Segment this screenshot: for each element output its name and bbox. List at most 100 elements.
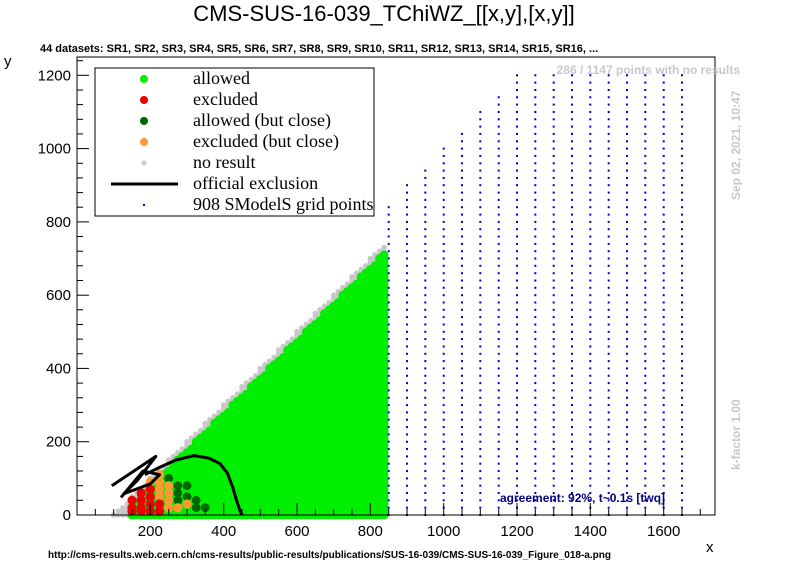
grid-point [406,470,408,472]
grid-point [387,389,390,392]
grid-point [479,323,482,326]
grid-point [534,396,537,399]
grid-point [534,118,537,121]
grid-point [461,448,463,450]
grid-point [497,462,500,465]
grid-point [571,154,573,157]
grid-point [442,382,445,385]
excluded-close-point [154,477,165,487]
grid-point [534,228,537,231]
grid-point [516,316,518,319]
grid-point [461,213,463,216]
grid-point [442,345,445,348]
grid-point [479,448,482,450]
grid-point [479,272,482,275]
grid-point [387,220,390,223]
grid-point [406,286,408,289]
grid-point [571,250,573,253]
grid-point [571,448,573,450]
no-result-point [120,504,126,511]
grid-point [534,176,537,179]
allowed-close-point [173,481,183,491]
grid-point [589,470,592,472]
grid-point [406,374,408,377]
grid-point [516,169,518,172]
grid-point [497,448,500,450]
grid-point [406,235,408,238]
grid-point [534,345,537,348]
grid-point [516,184,518,187]
grid-point [552,242,555,245]
grid-point [442,448,445,450]
grid-point [571,198,573,201]
grid-point [571,111,573,113]
no-result-point [349,274,355,280]
grid-point [552,125,555,128]
grid-point [461,382,463,385]
grid-point [552,147,555,150]
grid-point [387,352,390,355]
excluded-close-point [164,488,174,498]
grid-point [497,272,500,275]
grid-point [461,191,463,194]
grid-point [534,235,537,238]
grid-point [387,264,390,267]
grid-point [479,235,482,238]
grid-point [552,220,555,223]
grid-point [442,308,445,311]
excluded-point [136,488,146,498]
grid-point [552,132,555,135]
grid-point [534,352,537,355]
grid-point [552,338,555,341]
grid-point [479,242,482,245]
grid-point [571,418,573,421]
grid-point [461,228,463,231]
grid-point [497,198,500,201]
grid-point [424,433,427,436]
grid-point [461,440,463,443]
grid-point [497,455,500,458]
grid-point [387,323,390,326]
grid-point [424,396,427,399]
grid-point [534,103,537,106]
grid-point [571,301,573,304]
grid-point [552,484,555,487]
grid-point [479,404,482,407]
excluded-close-point [173,503,183,513]
grid-point [571,345,573,348]
grid-point [442,250,445,253]
grid-point [516,396,518,399]
grid-point [534,206,537,209]
grid-point [552,462,555,465]
grid-point [497,506,500,509]
grid-point [516,367,518,370]
grid-point [442,374,445,377]
grid-point [387,316,390,319]
grid-point [552,140,555,143]
grid-point [406,382,408,385]
grid-point [571,316,573,319]
grid-point [424,213,427,216]
grid-point [424,206,427,209]
grid-point [424,169,427,172]
grid-point [442,470,445,472]
grid-point [442,338,445,341]
grid-point [406,228,408,231]
grid-point [387,206,390,209]
grid-point [552,154,555,157]
grid-point [571,499,573,502]
grid-point [461,206,463,209]
grid-point [534,96,537,99]
grid-point [387,418,390,421]
grid-point [461,286,463,289]
grid-point [552,448,555,450]
grid-point [442,294,445,297]
no-result-point [115,508,122,515]
grid-point [424,257,427,260]
grid-point [552,382,555,385]
grid-point [534,506,537,509]
grid-point [571,455,573,458]
grid-point [571,206,573,209]
grid-point [571,440,573,443]
